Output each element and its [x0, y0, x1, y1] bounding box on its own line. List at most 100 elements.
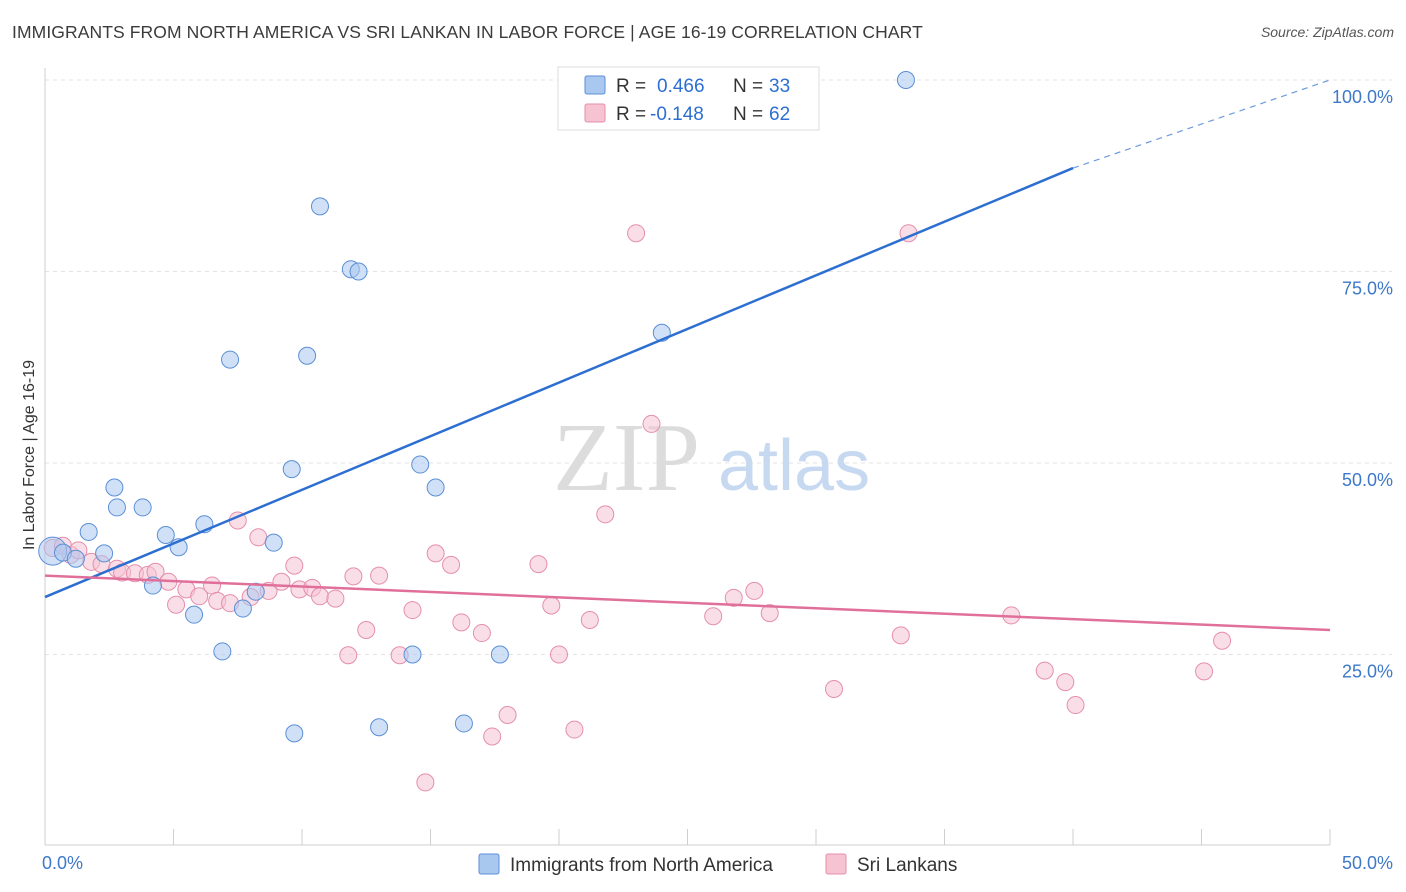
sri-lankans-point [760, 604, 779, 623]
axes [44, 68, 1331, 846]
legend-n-value-blue: 33 [769, 76, 790, 97]
immigrants-point [233, 599, 252, 618]
x-tick-label-max: 50.0% [1342, 853, 1393, 873]
legend-n-value-pink: 62 [769, 104, 790, 125]
y-tick-label: 100.0% [1332, 87, 1393, 107]
immigrants-trend-extension [1072, 79, 1331, 169]
sri-lankans-point [403, 601, 422, 620]
immigrants-point [105, 478, 124, 497]
immigrants-point [411, 455, 430, 474]
sri-lankans-point [642, 414, 661, 433]
sri-lankans-point [483, 727, 502, 746]
grid-lines [45, 79, 1392, 655]
sri-lankans-point [357, 620, 376, 639]
sri-lankans-trend-line [44, 574, 1331, 632]
sri-lankans-point [580, 611, 599, 630]
sri-lankans-point [326, 589, 345, 608]
watermark-atlas: atlas [718, 426, 870, 506]
sri-lankans-point [442, 555, 461, 574]
sri-lankans-point [1195, 662, 1214, 681]
x-tick-label-min: 0.0% [42, 853, 83, 873]
sri-lankans-point [249, 528, 268, 547]
y-tick-labels: 25.0% 50.0% 75.0% 100.0% [1332, 87, 1393, 682]
source-credit: Source: ZipAtlas.com [1260, 24, 1394, 40]
immigrants-point [264, 533, 283, 552]
immigrants-point [107, 498, 126, 517]
immigrants-point [95, 544, 114, 563]
legend-swatch-pink [584, 103, 606, 123]
immigrants-point [133, 498, 152, 517]
immigrants-point [213, 642, 232, 661]
sri-lankans-point [824, 679, 843, 698]
immigrants-trend-line [44, 166, 1074, 599]
sri-lankans-point [724, 588, 743, 607]
immigrants-north-america-points [38, 71, 915, 743]
legend-n-label-blue: N = [733, 76, 763, 97]
y-axis-label: In Labor Force | Age 16-19 [21, 360, 38, 550]
sri-lankans-point [167, 595, 186, 614]
sri-lankans-point [542, 596, 561, 615]
series-legend: Immigrants from North America Sri Lankan… [478, 853, 957, 876]
sri-lankans-point [339, 646, 358, 665]
watermark-zip: ZIP [553, 404, 700, 512]
immigrants-point [490, 645, 509, 664]
sri-lankans-points [43, 224, 1232, 792]
correlation-legend: R = 0.466 N = 33 R = -0.148 N = 62 [557, 66, 820, 131]
legend-label-sri-lankans: Sri Lankans [857, 855, 957, 876]
legend-swatch-immigrants [478, 853, 500, 875]
immigrants-point [349, 262, 368, 281]
watermark: ZIP atlas [553, 404, 870, 512]
sri-lankans-point [472, 624, 491, 643]
legend-swatch-blue [584, 75, 606, 95]
sri-lankans-point [529, 555, 548, 574]
y-tick-label: 75.0% [1342, 279, 1393, 299]
sri-lankans-point [550, 645, 568, 664]
sri-lankans-point [272, 572, 291, 591]
legend-n-label-pink: N = [733, 104, 763, 125]
sri-lankans-point [426, 544, 445, 563]
sri-lankans-point [1035, 661, 1054, 680]
sri-lankans-point [1213, 631, 1232, 650]
sri-lankans-point [285, 556, 304, 575]
x-tick-labels: 0.0% 50.0% [42, 853, 1393, 873]
trend-lines [44, 79, 1331, 632]
sri-lankans-point [344, 567, 363, 586]
immigrants-point [79, 522, 98, 541]
immigrants-point [454, 714, 473, 733]
immigrants-point [285, 724, 304, 743]
y-tick-label: 50.0% [1342, 470, 1393, 490]
immigrants-point [246, 582, 265, 601]
sri-lankans-point [745, 581, 764, 600]
legend-r-label-blue: R = [616, 76, 646, 97]
immigrants-point [298, 346, 317, 365]
immigrants-point [310, 197, 329, 216]
sri-lankans-point [1056, 673, 1075, 692]
sri-lankans-point [452, 613, 471, 632]
sri-lankans-point [891, 626, 910, 645]
y-tick-label: 25.0% [1342, 662, 1393, 682]
legend-r-value-pink: -0.148 [650, 104, 704, 125]
legend-label-immigrants: Immigrants from North America [510, 855, 773, 876]
immigrants-point [66, 549, 85, 568]
sri-lankans-point [310, 587, 329, 606]
legend-r-label-pink: R = [616, 104, 646, 125]
sri-lankans-point [190, 587, 209, 606]
immigrants-point [156, 526, 175, 545]
immigrants-point [185, 605, 204, 624]
sri-lankans-point [565, 720, 584, 739]
immigrants-point [370, 718, 389, 737]
sri-lankans-point [203, 576, 222, 595]
immigrants-point [221, 350, 240, 369]
immigrants-point [426, 478, 445, 497]
immigrants-point [282, 460, 301, 479]
legend-swatch-sri-lankans [825, 853, 847, 875]
sri-lankans-point [704, 607, 723, 626]
chart-title: IMMIGRANTS FROM NORTH AMERICA VS SRI LAN… [12, 22, 923, 42]
sri-lankans-point [596, 505, 615, 524]
immigrants-point [896, 71, 915, 89]
sri-lankans-point [627, 224, 646, 243]
immigrants-point [403, 645, 422, 664]
sri-lankans-point [370, 566, 389, 585]
legend-r-value-blue: 0.466 [657, 76, 705, 97]
